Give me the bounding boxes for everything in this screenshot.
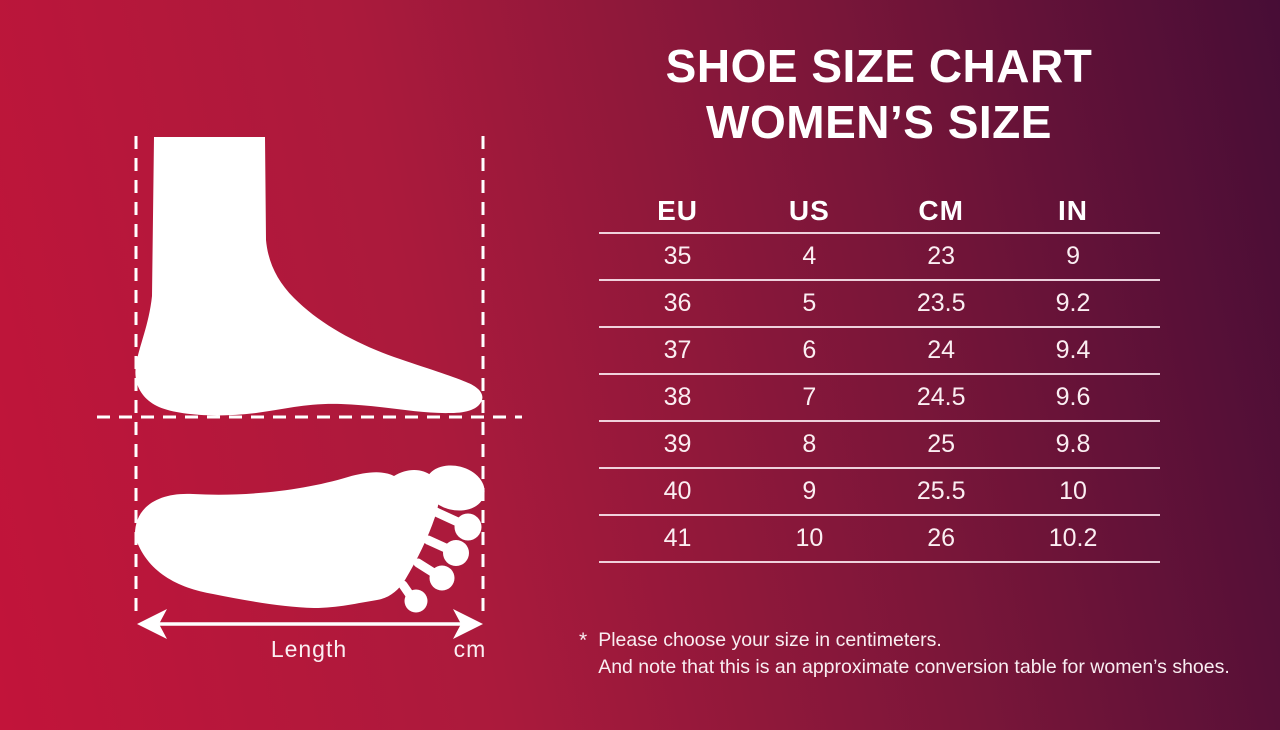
footnote-line1: Please choose your size in centimeters. bbox=[598, 629, 942, 651]
foot-measurement-diagram: Length cm bbox=[97, 136, 522, 662]
cell-cm: 24.5 bbox=[916, 383, 966, 411]
cell-in: 10 bbox=[1059, 477, 1087, 505]
table-row: 38 7 24.5 9.6 bbox=[599, 374, 1160, 421]
cell-cm: 25.5 bbox=[916, 477, 966, 505]
spacer-cell bbox=[1126, 190, 1160, 233]
spacer-cell bbox=[1126, 374, 1160, 421]
cell-eu: 35 bbox=[663, 242, 692, 270]
cell-in: 9.4 bbox=[1055, 336, 1091, 364]
col-header-cm: CM bbox=[918, 195, 964, 226]
cell-us: 8 bbox=[802, 430, 817, 458]
cell-cm: 26 bbox=[927, 524, 956, 552]
unit-label: cm bbox=[454, 636, 487, 662]
footprint-silhouette bbox=[134, 465, 485, 613]
spacer-cell bbox=[1126, 468, 1160, 515]
cell-in: 9 bbox=[1066, 242, 1080, 270]
length-label: Length bbox=[271, 636, 347, 662]
col-header-eu: EU bbox=[657, 195, 698, 226]
cell-cm: 23.5 bbox=[916, 289, 966, 317]
spacer-cell bbox=[1126, 233, 1160, 280]
size-conversion-table: EU US CM IN 35 4 23 9 36 5 23.5 9.2 bbox=[599, 190, 1160, 563]
cell-cm: 24 bbox=[927, 336, 956, 364]
col-header-in: IN bbox=[1058, 195, 1089, 226]
footnote-marker: * bbox=[579, 629, 588, 652]
spacer-cell bbox=[1126, 280, 1160, 327]
cell-us: 4 bbox=[802, 242, 817, 270]
page-title-line2: WOMEN’S SIZE bbox=[706, 96, 1052, 148]
page-title-line1: SHOE SIZE CHART bbox=[665, 40, 1093, 92]
cell-in: 10.2 bbox=[1048, 524, 1098, 552]
cell-cm: 25 bbox=[927, 430, 956, 458]
table-row: 40 9 25.5 10 bbox=[599, 468, 1160, 515]
table-row: 41 10 26 10.2 bbox=[599, 515, 1160, 562]
cell-eu: 40 bbox=[663, 477, 692, 505]
table-row: 35 4 23 9 bbox=[599, 233, 1160, 280]
cell-eu: 37 bbox=[663, 336, 692, 364]
cell-in: 9.2 bbox=[1055, 289, 1091, 317]
spacer-cell bbox=[1126, 421, 1160, 468]
cell-eu: 36 bbox=[663, 289, 692, 317]
footnote-text: Please choose your size in centimeters. … bbox=[598, 627, 1230, 681]
col-header-us: US bbox=[788, 195, 830, 226]
spacer-cell bbox=[1126, 327, 1160, 374]
table-header-row: EU US CM IN bbox=[599, 190, 1160, 233]
cell-us: 6 bbox=[802, 336, 817, 364]
table-row: 36 5 23.5 9.2 bbox=[599, 280, 1160, 327]
arrowhead-left bbox=[137, 609, 167, 639]
arrowhead-right bbox=[453, 609, 483, 639]
table-row: 37 6 24 9.4 bbox=[599, 327, 1160, 374]
cell-us: 7 bbox=[802, 383, 817, 411]
footnote: * Please choose your size in centimeters… bbox=[579, 627, 1230, 681]
cell-us: 9 bbox=[802, 477, 817, 505]
page-title: SHOE SIZE CHART WOMEN’S SIZE bbox=[596, 38, 1162, 150]
cell-in: 9.6 bbox=[1055, 383, 1091, 411]
cell-cm: 23 bbox=[927, 242, 956, 270]
table-row: 39 8 25 9.8 bbox=[599, 421, 1160, 468]
cell-in: 9.8 bbox=[1055, 430, 1091, 458]
spacer-cell bbox=[1126, 515, 1160, 562]
cell-eu: 38 bbox=[663, 383, 692, 411]
cell-eu: 39 bbox=[663, 430, 692, 458]
footnote-line2: And note that this is an approximate con… bbox=[598, 656, 1230, 678]
cell-eu: 41 bbox=[663, 524, 692, 552]
foot-side-silhouette bbox=[135, 137, 483, 416]
big-toe bbox=[425, 465, 485, 511]
cell-us: 10 bbox=[795, 524, 824, 552]
cell-us: 5 bbox=[802, 289, 817, 317]
length-arrow bbox=[137, 609, 483, 639]
